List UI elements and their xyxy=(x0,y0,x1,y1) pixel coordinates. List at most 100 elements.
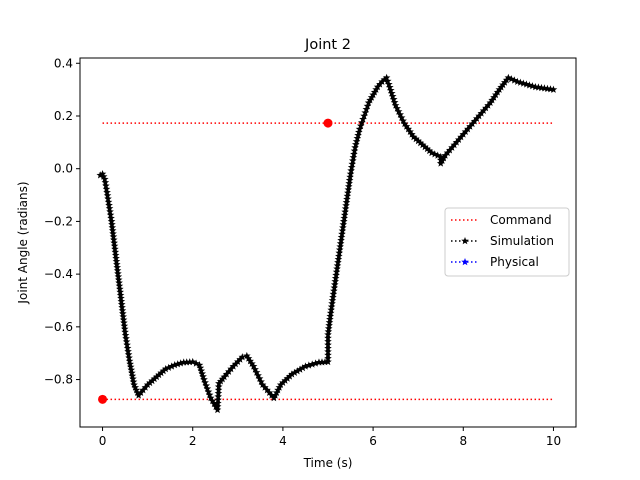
simulation-point-277 xyxy=(406,127,414,136)
simulation-point-92 xyxy=(182,358,191,366)
simulation-point-175 xyxy=(324,334,332,342)
simulation-point-127 xyxy=(231,360,240,368)
simulation-point-272 xyxy=(397,113,406,121)
legend-label-2: Physical xyxy=(490,255,539,269)
simulation-point-56 xyxy=(123,341,131,349)
simulation-point-78 xyxy=(146,378,154,387)
simulation-point-163 xyxy=(308,360,317,368)
simulation-point-130 xyxy=(238,353,247,361)
simulation-point-37 xyxy=(115,281,124,290)
simulation-point-279 xyxy=(409,133,418,141)
simulation-point-17 xyxy=(108,220,116,228)
legend-label-1: Simulation xyxy=(490,234,554,248)
simulation-point-38 xyxy=(116,285,124,293)
simulation-point-103 xyxy=(202,381,211,389)
simulation-point-303 xyxy=(459,130,468,138)
simulation-point-8 xyxy=(103,191,112,199)
simulation-point-44 xyxy=(118,303,126,311)
x-tick-label-3: 6 xyxy=(369,434,377,448)
simulation-point-262 xyxy=(386,83,394,91)
simulation-point-241 xyxy=(355,125,364,133)
simulation-point-153 xyxy=(281,376,289,384)
simulation-point-99 xyxy=(198,369,206,377)
simulation-point-155 xyxy=(285,372,294,380)
simulation-point-287 xyxy=(427,148,436,157)
legend-marker-1 xyxy=(461,237,469,245)
simulation-point-218 xyxy=(342,198,351,206)
simulation-point-64 xyxy=(127,366,136,374)
simulation-point-4 xyxy=(101,178,110,186)
simulation-point-213 xyxy=(340,214,349,222)
simulation-point-51 xyxy=(120,325,129,333)
simulation-point-267 xyxy=(390,98,399,106)
simulation-point-29 xyxy=(112,257,121,265)
y-tick-label-6: 0.4 xyxy=(54,56,73,70)
simulation-point-100 xyxy=(199,372,207,380)
simulation-point-170 xyxy=(324,351,332,359)
simulation-point-13 xyxy=(106,207,114,215)
simulation-point-105 xyxy=(204,387,213,396)
simulation-point-243 xyxy=(358,118,366,126)
simulation-point-108 xyxy=(208,396,217,405)
simulation-point-313 xyxy=(482,104,490,112)
simulation-point-89 xyxy=(173,360,182,368)
simulation-point-76 xyxy=(141,383,150,391)
simulation-point-188 xyxy=(329,293,337,301)
simulation-point-139 xyxy=(255,374,264,382)
y-tick-label-3: −0.2 xyxy=(44,214,73,228)
simulation-point-65 xyxy=(128,368,136,377)
simulation-point-183 xyxy=(326,309,335,317)
simulation-point-261 xyxy=(385,80,393,88)
simulation-point-68 xyxy=(129,377,138,386)
simulation-point-93 xyxy=(185,358,194,366)
simulation-point-200 xyxy=(334,255,343,263)
simulation-point-157 xyxy=(290,368,299,376)
simulation-point-240 xyxy=(355,128,363,136)
simulation-point-186 xyxy=(328,299,336,307)
simulation-point-238 xyxy=(353,134,362,142)
simulation-point-184 xyxy=(327,305,335,314)
simulation-point-289 xyxy=(433,151,442,159)
simulation-point-207 xyxy=(337,233,346,241)
simulation-point-21 xyxy=(109,232,118,241)
simulation-point-158 xyxy=(293,367,302,375)
simulation-point-234 xyxy=(350,146,359,155)
legend: Command Simulation Physical xyxy=(444,207,570,277)
simulation-point-275 xyxy=(402,122,411,130)
simulation-point-280 xyxy=(412,135,420,143)
simulation-point-45 xyxy=(118,306,127,314)
simulation-point-223 xyxy=(344,182,353,190)
simulation-point-205 xyxy=(336,239,345,247)
simulation-point-285 xyxy=(423,144,431,153)
simulation-point-6 xyxy=(102,185,111,193)
simulation-point-226 xyxy=(346,173,354,181)
simulation-point-117 xyxy=(214,386,223,394)
simulation-point-248 xyxy=(363,102,372,110)
simulation-point-299 xyxy=(450,140,459,149)
legend-box xyxy=(444,207,570,277)
simulation-point-295 xyxy=(441,151,450,159)
simulation-point-62 xyxy=(126,360,134,368)
simulation-point-96 xyxy=(195,361,204,369)
simulation-point-27 xyxy=(111,251,120,259)
simulation-point-202 xyxy=(335,249,344,257)
simulation-point-94 xyxy=(188,357,197,366)
simulation-point-26 xyxy=(111,248,120,256)
simulation-point-309 xyxy=(473,114,481,122)
simulation-point-264 xyxy=(387,89,396,97)
y-axis-title: Joint Angle (radians) xyxy=(16,181,30,304)
simulation-point-174 xyxy=(324,337,332,345)
simulation-point-55 xyxy=(122,337,131,346)
simulation-point-57 xyxy=(123,344,132,352)
simulation-point-71 xyxy=(132,386,141,394)
simulation-point-28 xyxy=(112,254,120,262)
plot-area xyxy=(96,73,558,414)
simulation-point-276 xyxy=(404,125,413,133)
simulation-point-326 xyxy=(507,75,516,83)
simulation-point-66 xyxy=(128,371,137,380)
simulation-point-11 xyxy=(105,201,113,209)
simulation-point-60 xyxy=(125,353,133,362)
simulation-point-107 xyxy=(206,394,215,402)
simulation-point-14 xyxy=(106,210,115,219)
